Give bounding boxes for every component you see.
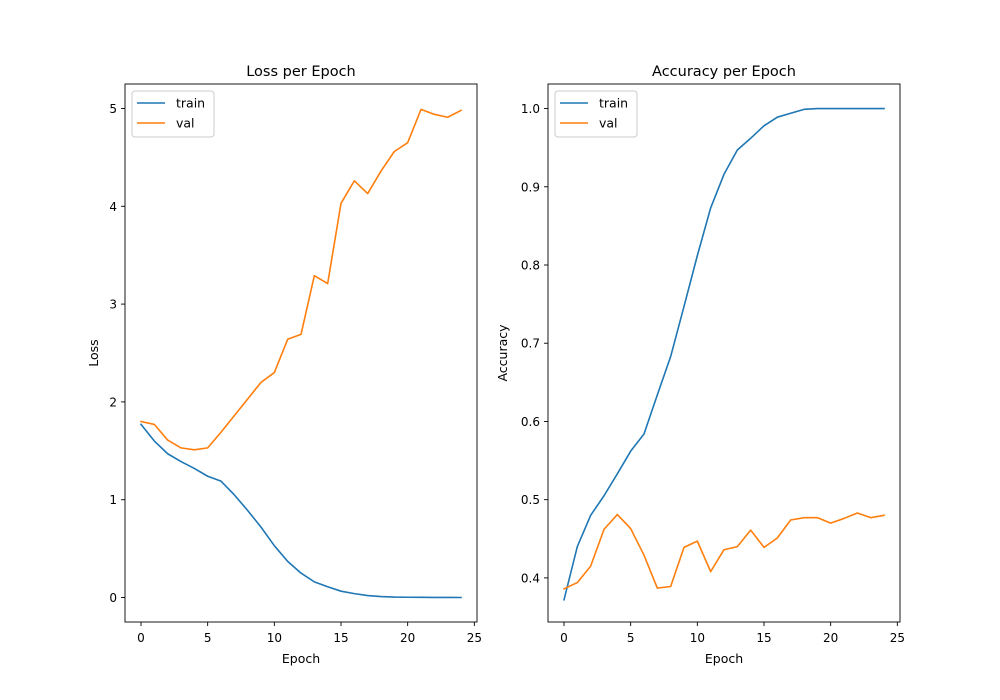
x-tick-label: 10 [267,631,282,645]
axes-frame [547,83,901,623]
legend: train val [554,90,638,138]
axes-frame [124,83,478,623]
series-line-train [563,107,885,601]
y-tick-label: 0.4 [521,571,540,585]
chart-1: 0 5 10 15 20 25 0 1 2 3 4 5 Loss per Epoch Epoch Loss t… [86,64,482,666]
y-tick-label: 1 [109,493,117,507]
x-tick-label: 5 [204,631,212,645]
x-tick-label: 25 [890,631,905,645]
x-tick-label: 15 [333,631,348,645]
legend-label-train: train [599,96,628,111]
legend-label-val: val [176,116,195,131]
y-tick-label: 0.5 [521,493,540,507]
y-tick-label: 3 [109,298,117,312]
series-line-val [562,512,885,590]
x-tick-label: 15 [756,631,771,645]
x-tick-label: 10 [690,631,705,645]
y-tick-label: 1.0 [521,102,540,116]
y-tick-label: 0.9 [521,180,540,194]
x-tick-label: 5 [627,631,635,645]
y-axis-label: Accuracy [495,324,510,382]
x-axis-label: Epoch [282,651,320,666]
y-tick-label: 0 [109,591,117,605]
x-tick-label: 20 [400,631,415,645]
x-tick-label: 20 [823,631,838,645]
chart-2: 0 5 10 15 20 25 0.4 0.5 0.6 0.7 0.8 0.9 1.0 Accuracy … [495,64,905,666]
chart-title: Accuracy per Epoch [652,64,796,80]
legend-label-val: val [599,116,618,131]
chart-title: Loss per Epoch [246,64,356,80]
y-axis-label: Loss [86,339,101,366]
x-axis-label: Epoch [705,651,743,666]
legend: train val [131,90,215,138]
y-tick-label: 4 [109,200,117,214]
x-tick-label: 25 [467,631,482,645]
series-line-val [140,108,463,451]
y-tick-label: 0.6 [521,415,540,429]
y-tick-label: 5 [109,102,117,116]
y-tick-label: 0.7 [521,337,540,351]
y-tick-label: 0.8 [521,259,540,273]
y-tick-label: 2 [109,395,117,409]
x-tick-label: 0 [137,631,145,645]
legend-label-train: train [176,96,205,111]
series-line-train [139,423,462,599]
x-tick-label: 0 [560,631,568,645]
